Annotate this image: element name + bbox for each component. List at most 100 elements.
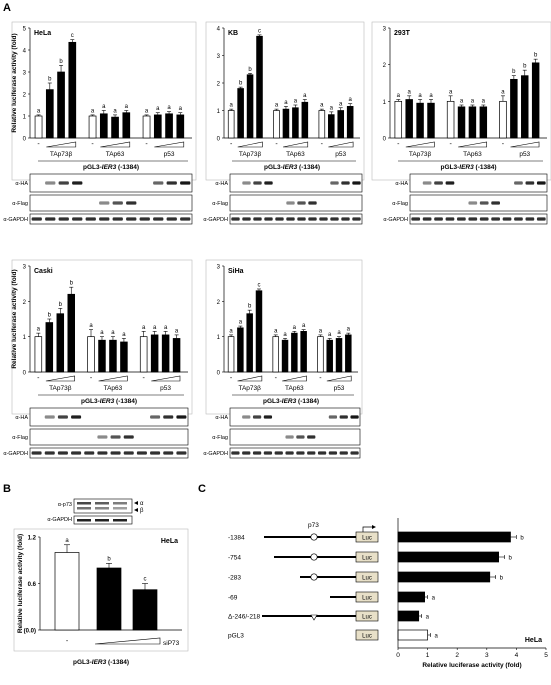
significance-letter: a <box>418 93 422 99</box>
bar <box>272 336 279 373</box>
significance-letter: a <box>122 332 126 338</box>
bar <box>237 88 244 139</box>
luc-label: Luc <box>362 576 372 582</box>
bar <box>292 107 299 139</box>
bar <box>109 339 117 373</box>
blot-membrane <box>409 213 548 225</box>
blot-membrane <box>409 194 548 212</box>
blot-row-label: α-Flag <box>212 201 228 207</box>
blot-row-label: α-HA <box>215 181 228 187</box>
isoform-beta: β <box>140 508 144 514</box>
significance-letter: b <box>48 313 52 319</box>
dose-wedge <box>237 375 263 382</box>
significance-letter: b <box>70 281 74 287</box>
bar <box>45 89 54 139</box>
blot-band <box>45 181 56 185</box>
significance-letter: a <box>125 104 129 110</box>
bar <box>67 293 76 373</box>
bar <box>281 339 289 373</box>
y-tick-label: 5 <box>23 27 27 33</box>
bar <box>345 334 352 373</box>
significance-letter: b <box>59 302 63 308</box>
significance-letter: a <box>330 105 334 111</box>
y-tick-label: 0 <box>217 371 221 377</box>
group-label-1: TAp63 <box>463 151 482 158</box>
significance-letter: a <box>230 103 234 109</box>
significance-letter: a <box>302 323 306 329</box>
significance-letter: c <box>258 28 261 34</box>
group-label-0: TAp73β <box>239 151 262 158</box>
x-label-control: - <box>449 141 452 148</box>
bar <box>68 41 77 139</box>
y-tick-label: 0 <box>23 137 27 143</box>
blot-band <box>339 415 348 419</box>
dose-wedge <box>328 141 354 148</box>
y-tick-label: 2 <box>217 82 221 88</box>
chart-title: Caski <box>34 268 53 275</box>
blot-band <box>514 181 523 185</box>
blot-band <box>77 507 91 510</box>
y-tick-label: 4 <box>217 27 221 33</box>
blot-band <box>77 519 91 522</box>
blot-membrane <box>409 173 548 193</box>
blot-membrane <box>29 173 193 193</box>
bar <box>416 102 424 139</box>
y-tick-label: 3 <box>383 27 387 33</box>
significance-letter: a <box>339 101 343 107</box>
group-label-0: TAp73β <box>50 151 73 158</box>
bar <box>394 100 403 139</box>
y-tick-label: 3 <box>23 265 27 271</box>
bar <box>328 114 335 139</box>
p73-site-icon <box>310 533 318 541</box>
bar <box>56 313 65 373</box>
bar <box>96 567 122 631</box>
construct-label: pGL3-IER3 (-1384) <box>441 164 497 171</box>
significance-letter: a <box>294 99 298 105</box>
construct-name: -1384 <box>228 535 245 542</box>
chart-title: HeLa <box>161 538 178 545</box>
x-label-control: - <box>230 375 233 382</box>
p73-site-icon <box>310 573 318 581</box>
blot-band <box>99 201 110 205</box>
y-tick-label: 2 <box>217 300 221 306</box>
blot-band <box>242 451 251 455</box>
significance-letter: a <box>229 328 233 334</box>
blot-band <box>468 201 478 205</box>
blot-membrane <box>29 194 193 212</box>
blot-membrane <box>229 447 361 459</box>
blot-band <box>445 217 455 221</box>
significance-letter: a <box>142 325 146 331</box>
significance-letter: a <box>175 328 179 334</box>
blot-band <box>296 435 305 439</box>
bar <box>499 100 507 139</box>
group-label-1: TAp63 <box>106 151 125 158</box>
isoform-alpha: α <box>140 501 144 507</box>
bar <box>57 71 65 139</box>
blot-band <box>264 181 273 185</box>
blot-band <box>330 181 339 185</box>
x-label-control: - <box>37 375 40 382</box>
blot-row-label: α-GAPDH <box>203 217 228 223</box>
bar <box>165 113 173 139</box>
blot-band <box>525 217 535 221</box>
blot-band <box>112 217 123 221</box>
blot-band <box>242 217 251 221</box>
bar <box>122 112 131 139</box>
bar <box>273 110 280 139</box>
significance-letter: a <box>284 100 288 106</box>
dose-wedge <box>100 141 131 148</box>
western-blot: α-HA α-Flag α-GAPDH <box>203 407 361 459</box>
bar <box>99 113 108 139</box>
blot-band <box>422 217 432 221</box>
y-tick-label: 1.2 <box>28 536 37 542</box>
significance-letter: b <box>107 556 111 562</box>
blot-band <box>110 435 121 439</box>
blot-band <box>252 451 262 455</box>
blot-band <box>166 217 177 221</box>
dose-wedge <box>154 141 185 148</box>
blot-band <box>97 435 108 439</box>
x-tick-label: 2 <box>455 652 459 659</box>
group-label-2: p53 <box>164 151 175 158</box>
construct-label: pGL3-IER3 (-1384) <box>83 164 139 171</box>
blot-band <box>468 217 478 221</box>
